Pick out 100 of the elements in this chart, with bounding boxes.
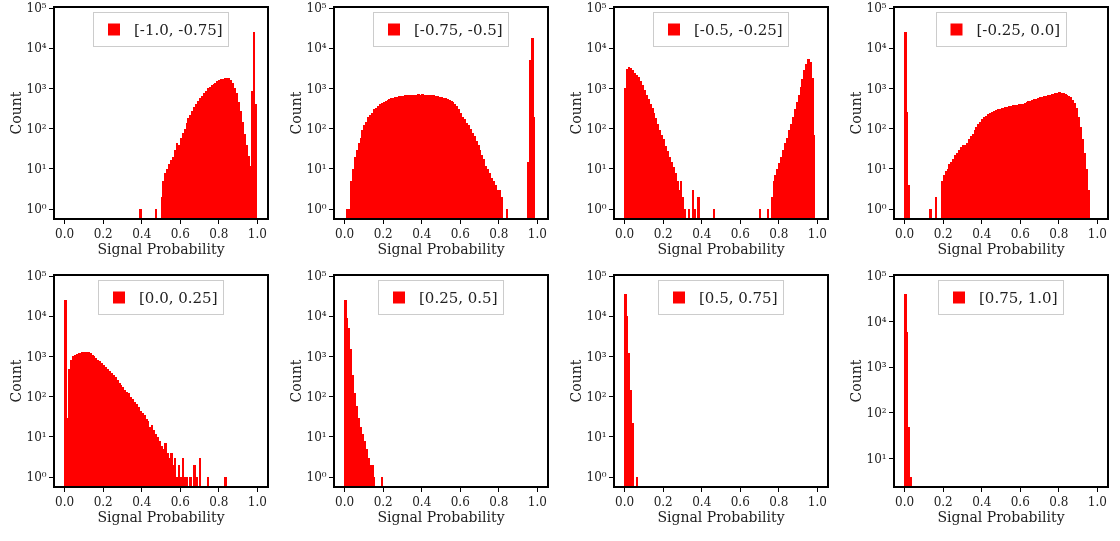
y-tick-label: 10⁴ [306,41,327,56]
x-tick-label: 1.0 [1087,495,1107,510]
x-tick-label: 0.2 [653,227,673,242]
x-tick-label: 0.4 [132,495,152,510]
y-tick-label: 10³ [306,81,327,96]
x-tick-label: 0.4 [412,227,432,242]
x-axis-title: Signal Probability [937,241,1065,258]
x-tick-label: 0.6 [170,495,190,510]
y-axis-title: Count [567,91,584,135]
x-tick-label: 0.6 [1010,227,1030,242]
y-tick-label: 10⁴ [586,41,607,56]
x-axis-title: Signal Probability [657,241,785,258]
y-tick-label: 10³ [866,81,887,96]
y-tick-label: 10⁰ [866,202,887,217]
y-tick-label: 10⁵ [306,269,327,284]
x-tick-label: 1.0 [247,227,267,242]
y-tick-label: 10³ [866,360,887,375]
y-tick-label: 10⁴ [866,314,887,329]
y-tick-label: 10² [306,389,327,404]
y-tick-label: 10⁰ [306,470,327,485]
y-tick-label: 10⁰ [306,202,327,217]
x-tick-label: 0.8 [1049,227,1069,242]
x-tick-label: 0.8 [769,227,789,242]
x-tick-label: 0.0 [615,495,635,510]
x-tick-label: 0.0 [335,227,355,242]
y-tick-label: 10⁰ [26,470,47,485]
legend-label: [-0.75, -0.5] [414,21,503,40]
x-axis-title: Signal Probability [97,509,225,526]
y-axis-title: Count [7,359,24,403]
y-tick-label: 10⁵ [306,1,327,16]
y-tick-label: 10² [306,121,327,136]
y-tick-label: 10³ [26,81,47,96]
x-tick-label: 0.8 [1049,495,1069,510]
y-axis-title: Count [287,359,304,403]
y-tick-label: 10⁴ [26,309,47,324]
y-tick-label: 10⁵ [866,269,887,284]
y-tick-label: 10³ [26,349,47,364]
y-tick-label: 10³ [586,81,607,96]
x-tick-label: 0.0 [895,495,915,510]
y-tick-label: 10² [586,389,607,404]
legend-label: [0.75, 1.0] [979,289,1058,308]
x-tick-label: 0.2 [373,495,393,510]
y-tick-label: 10⁵ [586,269,607,284]
legend-label: [0.25, 0.5] [419,289,498,308]
y-tick-label: 10¹ [866,451,887,466]
legend-label: [-0.5, -0.25] [694,21,783,40]
x-tick-label: 0.8 [769,495,789,510]
legend-label: [-1.0, -0.75] [134,21,223,40]
x-tick-label: 0.4 [412,495,432,510]
x-axis-title: Signal Probability [377,509,505,526]
x-tick-label: 1.0 [1087,227,1107,242]
x-tick-label: 0.2 [93,227,113,242]
x-tick-label: 0.8 [209,495,229,510]
x-tick-label: 0.2 [933,495,953,510]
y-tick-label: 10³ [586,349,607,364]
x-tick-label: 1.0 [527,227,547,242]
y-tick-label: 10⁵ [586,1,607,16]
x-tick-label: 0.2 [373,227,393,242]
y-tick-label: 10¹ [26,430,47,445]
y-tick-label: 10⁴ [26,41,47,56]
x-tick-label: 0.0 [895,227,915,242]
x-tick-label: 0.2 [653,495,673,510]
x-axis-title: Signal Probability [657,509,785,526]
y-tick-label: 10³ [306,349,327,364]
y-tick-label: 10⁵ [866,1,887,16]
x-axis-title: Signal Probability [97,241,225,258]
x-tick-label: 0.6 [450,495,470,510]
x-tick-label: 1.0 [807,227,827,242]
x-tick-label: 0.0 [615,227,635,242]
y-tick-label: 10¹ [26,162,47,177]
x-tick-label: 0.4 [972,227,992,242]
x-tick-label: 1.0 [247,495,267,510]
x-tick-label: 0.6 [1010,495,1030,510]
y-tick-label: 10¹ [586,430,607,445]
y-tick-label: 10⁵ [26,1,47,16]
y-tick-label: 10² [866,406,887,421]
x-tick-label: 0.8 [209,227,229,242]
x-axis-title: Signal Probability [937,509,1065,526]
y-tick-label: 10⁰ [586,470,607,485]
x-tick-label: 1.0 [807,495,827,510]
x-tick-label: 0.4 [692,227,712,242]
x-tick-label: 0.4 [972,495,992,510]
y-tick-label: 10¹ [306,430,327,445]
y-axis-title: Count [567,359,584,403]
x-tick-label: 0.6 [170,227,190,242]
x-tick-label: 0.8 [489,495,509,510]
y-axis-title: Count [847,91,864,135]
y-tick-label: 10² [586,121,607,136]
x-tick-label: 0.6 [730,227,750,242]
y-tick-label: 10⁵ [26,269,47,284]
x-tick-label: 0.4 [692,495,712,510]
x-tick-label: 0.0 [55,227,75,242]
y-axis-title: Count [287,91,304,135]
x-tick-label: 0.2 [933,227,953,242]
legend-label: [0.5, 0.75] [699,289,778,308]
x-tick-label: 0.2 [93,495,113,510]
x-tick-label: 0.0 [55,495,75,510]
y-tick-label: 10⁰ [586,202,607,217]
y-tick-label: 10⁴ [586,309,607,324]
x-tick-label: 0.4 [132,227,152,242]
